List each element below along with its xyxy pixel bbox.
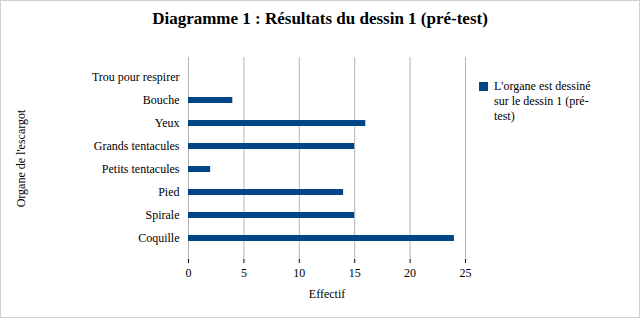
svg-text:20: 20 bbox=[404, 266, 416, 280]
svg-text:0: 0 bbox=[186, 266, 192, 280]
svg-text:25: 25 bbox=[460, 266, 472, 280]
html-text:L'organe est dessiné sur le de: L'organe est dessiné sur le dessin 1 (pr… bbox=[494, 79, 591, 123]
svg-text:15: 15 bbox=[349, 266, 361, 280]
svg-text:Yeux: Yeux bbox=[155, 116, 180, 130]
svg-text:Petits tentacules: Petits tentacules bbox=[102, 162, 180, 176]
svg-text:Pied: Pied bbox=[158, 185, 179, 199]
svg-text:5: 5 bbox=[241, 266, 247, 280]
svg-text:Spirale: Spirale bbox=[146, 208, 180, 222]
html-text:Diagramme 1 : Résultats du des: Diagramme 1 : Résultats du dessin 1 (pré… bbox=[152, 9, 488, 28]
svg-text:Coquille: Coquille bbox=[138, 231, 179, 245]
svg-text:Organe de l'escargot: Organe de l'escargot bbox=[14, 109, 28, 207]
svg-text:Grands tentacules: Grands tentacules bbox=[94, 139, 180, 153]
svg-text:Trou pour respirer: Trou pour respirer bbox=[92, 70, 180, 84]
svg-text:10: 10 bbox=[293, 266, 305, 280]
svg-text:Bouche: Bouche bbox=[143, 93, 180, 107]
svg-text:Effectif: Effectif bbox=[309, 287, 345, 301]
